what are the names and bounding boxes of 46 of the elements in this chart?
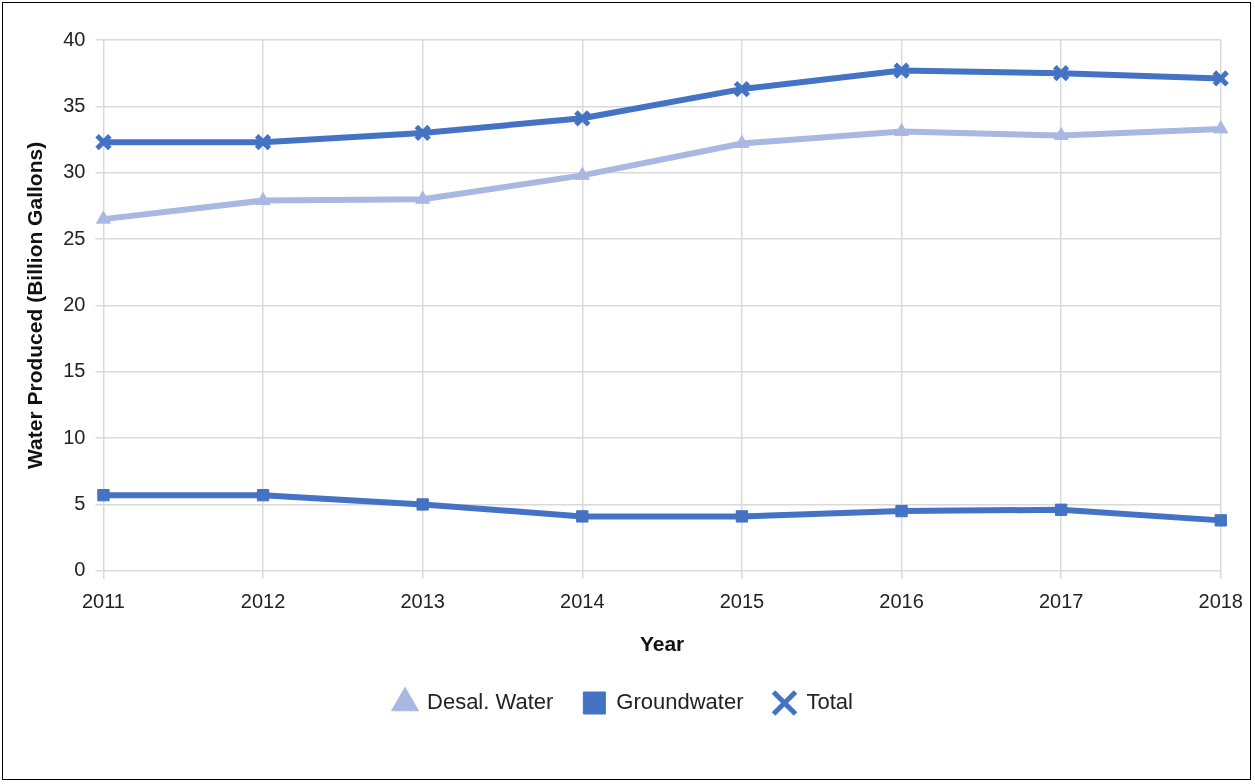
point [1052,64,1070,83]
y-tick-label: 0 [74,558,86,581]
point [96,210,111,224]
legend-label: Desal. Water [427,689,554,715]
y-tick-label: 10 [63,425,86,448]
point [255,192,271,206]
y-tick-label: 5 [74,491,86,514]
y-tick-label: 25 [63,226,86,249]
x-tick-label: 2011 [81,590,125,613]
point [733,80,751,98]
y-tick-label: 40 [63,27,86,50]
point [1211,69,1230,88]
point [416,498,429,511]
x-tick-label: 2016 [879,590,924,613]
point [895,504,908,518]
point [573,109,592,128]
point [256,489,270,502]
y-tick-label: 30 [63,160,86,183]
x-tick-label: 2015 [719,590,765,613]
point [254,133,272,152]
x-tick-label: 2014 [560,590,605,613]
point [576,510,589,523]
legend-label: Total [806,689,853,715]
y-axis-title: Water Produced (Billion Gallons) [23,141,47,469]
x-axis-title: Year [639,632,685,656]
x-tick-label: 2018 [1198,590,1243,613]
point [94,133,113,152]
point [892,61,911,80]
point [574,166,590,180]
x-tick-label: 2017 [1038,590,1084,613]
point [734,135,750,149]
point [1054,503,1068,516]
point [735,510,749,523]
y-tick-label: 35 [63,93,86,116]
point [894,123,909,137]
x-tick-label: 2012 [240,590,286,613]
y-tick-label: 15 [63,359,86,382]
point [413,124,432,142]
point [1214,514,1227,527]
point [97,489,110,502]
point [415,190,431,204]
point [1213,120,1229,134]
x-tick-label: 2013 [400,590,445,613]
point [1053,127,1069,141]
y-tick-label: 20 [63,292,86,315]
legend-label: Groundwater [616,689,744,715]
